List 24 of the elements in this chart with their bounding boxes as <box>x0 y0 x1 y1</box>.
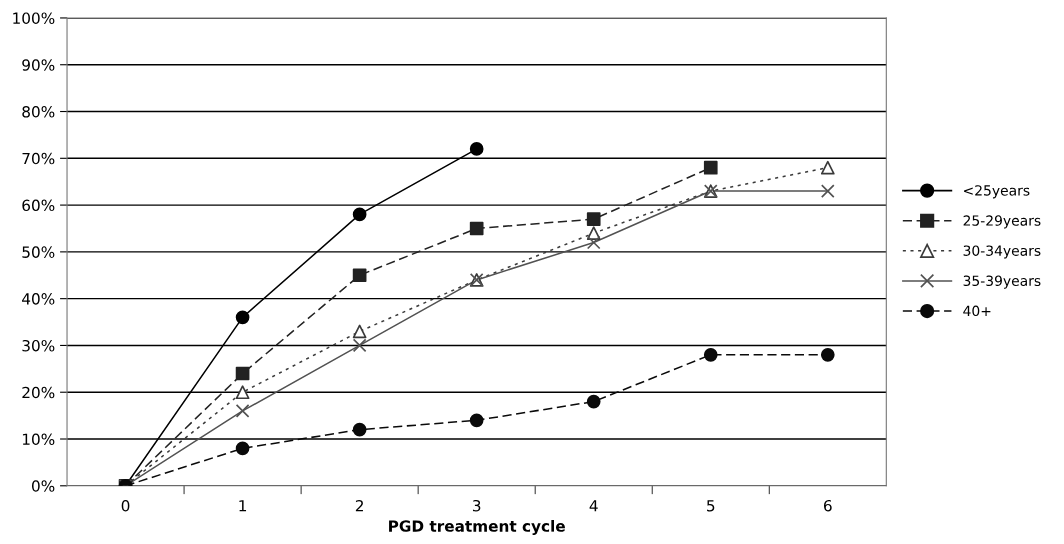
y-tick-label: 100% <box>13 12 55 24</box>
legend-label: 30-34years <box>963 245 1041 259</box>
y-tick-label: 80% <box>22 105 55 118</box>
x-tick-label: 4 <box>589 500 598 512</box>
legend-label: 35-39years <box>963 275 1041 289</box>
y-tick-label: 20% <box>22 386 55 399</box>
y-tick-label: 10% <box>22 433 55 446</box>
y-tick-label: 60% <box>22 199 55 212</box>
y-tick-label: 50% <box>22 246 55 258</box>
x-tick-label: 3 <box>472 499 481 512</box>
legend-label: 25-29years <box>963 215 1041 229</box>
x-tick-label: 6 <box>824 499 832 512</box>
x-tick-label: 2 <box>355 499 363 512</box>
x-tick-label: 0 <box>121 499 130 512</box>
x-tick-label: 1 <box>239 500 247 512</box>
x-axis-title: PGD treatment cycle <box>389 520 565 535</box>
y-tick-label: 0% <box>32 480 55 492</box>
y-tick-label: 70% <box>22 152 55 165</box>
y-tick-label: 90% <box>22 59 55 71</box>
x-tick-label: 5 <box>707 500 715 512</box>
y-tick-label: 40% <box>22 293 55 305</box>
legend-label: 40+ <box>963 305 991 317</box>
y-tick-label: 30% <box>22 339 55 352</box>
legend-label: <25years <box>964 185 1030 199</box>
